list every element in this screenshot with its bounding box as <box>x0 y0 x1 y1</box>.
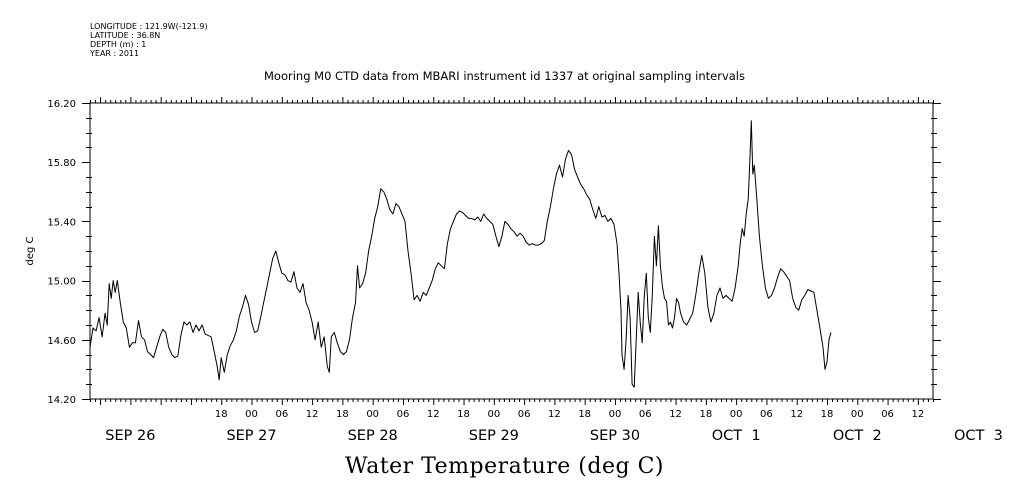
x-hour-label: 12 <box>790 409 803 420</box>
x-hour-label: 06 <box>760 409 773 420</box>
x-day-label: OCT 1 <box>712 428 761 444</box>
x-hour-label: 06 <box>518 409 531 420</box>
x-hour-label: 18 <box>821 409 834 420</box>
x-hour-label: 06 <box>639 409 652 420</box>
x-hour-label: 00 <box>730 409 743 420</box>
x-axis-label: Water Temperature (deg C) <box>345 454 664 479</box>
x-hour-label: 12 <box>548 409 561 420</box>
x-hour-label: 12 <box>306 409 319 420</box>
latitude-label: LATITUDE : 36.8N <box>90 31 161 40</box>
x-hour-label: 00 <box>366 409 379 420</box>
depth-label: DEPTH (m) : 1 <box>90 40 147 49</box>
x-hour-label: 00 <box>609 409 622 420</box>
x-hour-label: 18 <box>699 409 712 420</box>
x-hour-label: 18 <box>215 409 228 420</box>
y-tick-label: 14.20 <box>47 395 76 406</box>
x-hour-label: 18 <box>457 409 470 420</box>
x-hour-label: 06 <box>397 409 410 420</box>
x-hour-label: 18 <box>336 409 349 420</box>
x-hour-label: 06 <box>881 409 894 420</box>
plot-frame <box>89 102 934 400</box>
x-day-label: SEP 28 <box>348 428 398 444</box>
metadata-header: LONGITUDE : 121.9W(-121.9) LATITUDE : 36… <box>90 22 208 58</box>
x-hour-label: 18 <box>578 409 591 420</box>
x-hour-label: 00 <box>245 409 258 420</box>
x-hour-label: 06 <box>275 409 288 420</box>
x-day-label: OCT 2 <box>833 428 882 444</box>
year-label: YEAR : 2011 <box>90 49 140 58</box>
x-hour-label: 12 <box>669 409 682 420</box>
x-hour-label: 00 <box>851 409 864 420</box>
x-hour-label: 00 <box>487 409 500 420</box>
y-axis-label: deg C <box>25 236 36 265</box>
y-tick-label: 15.00 <box>47 277 76 288</box>
y-tick-label: 14.60 <box>47 336 76 347</box>
longitude-label: LONGITUDE : 121.9W(-121.9) <box>90 22 208 31</box>
y-tick-label: 15.80 <box>47 158 76 169</box>
y-tick-label: 16.20 <box>47 99 76 110</box>
y-tick-label: 15.40 <box>47 217 76 228</box>
x-day-label: SEP 26 <box>105 428 155 444</box>
temperature-series-line <box>89 120 832 388</box>
x-day-label: OCT 3 <box>954 428 1003 444</box>
x-hour-label: 12 <box>427 409 440 420</box>
x-hour-label: 12 <box>911 409 924 420</box>
chart-title: Mooring M0 CTD data from MBARI instrumen… <box>264 69 745 83</box>
x-day-label: SEP 30 <box>590 428 640 444</box>
x-day-label: SEP 29 <box>469 428 519 444</box>
x-day-label: SEP 27 <box>226 428 276 444</box>
